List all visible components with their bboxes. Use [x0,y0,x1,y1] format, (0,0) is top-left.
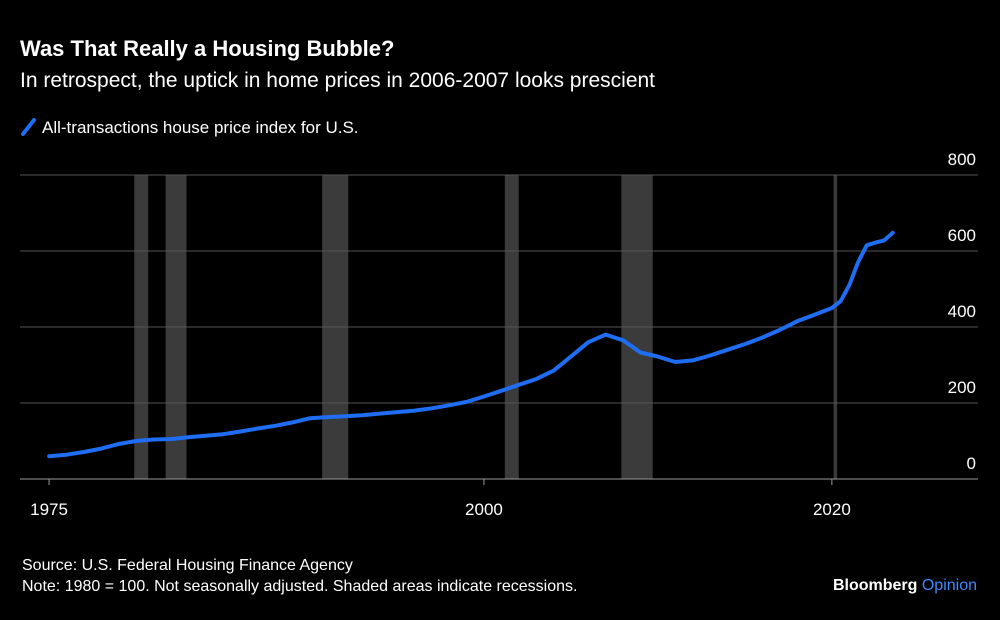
note: Note: 1980 = 100. Not seasonally adjuste… [22,578,577,595]
chart-subtitle: In retrospect, the uptick in home prices… [20,69,655,92]
y-tick-label: 800 [948,150,976,169]
chart-title: Was That Really a Housing Bubble? [20,36,394,61]
legend-label: All-transactions house price index for U… [42,118,359,137]
source: Source: U.S. Federal Housing Finance Age… [22,557,353,574]
y-tick-label: 200 [948,378,976,397]
brand-name: Bloomberg [833,577,917,594]
y-tick-label: 400 [948,302,976,321]
brand: Bloomberg Opinion [833,577,977,594]
y-tick-label: 600 [948,226,976,245]
data-line [47,230,895,459]
y-tick-label: 0 [967,454,976,473]
x-tick-label: 1975 [30,500,68,519]
legend-swatch [21,118,36,136]
x-tick-label: 2000 [465,500,503,519]
x-tick-label: 2020 [813,500,851,519]
brand-section: Opinion [922,577,977,594]
